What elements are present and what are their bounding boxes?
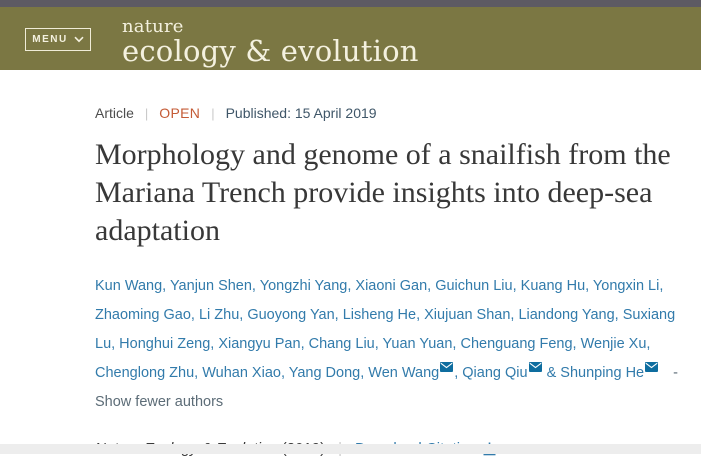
open-access-badge: OPEN: [159, 105, 201, 121]
meta-separator: |: [144, 105, 149, 121]
email-icon[interactable]: [645, 354, 659, 383]
author-link-qiang-qiu[interactable]: , Qiang Qiu: [454, 365, 528, 381]
published-date: Published: 15 April 2019: [225, 105, 377, 121]
menu-button[interactable]: MENU: [25, 28, 91, 51]
show-fewer-authors-link[interactable]: - Show fewer authors: [95, 365, 678, 410]
journal-logo[interactable]: nature ecology & evolution: [122, 18, 419, 66]
author-link-shunping-he[interactable]: & Shunping He: [542, 365, 645, 381]
email-icon[interactable]: [440, 354, 454, 383]
meta-separator: |: [211, 105, 215, 121]
article-type-label: Article: [95, 105, 134, 121]
journal-logo-title: ecology & evolution: [122, 34, 419, 68]
journal-logo-nature: nature: [122, 16, 184, 37]
browser-top-strip: [0, 0, 701, 7]
article-title: Morphology and genome of a snailfish fro…: [95, 138, 671, 247]
page-bottom-strip: [0, 444, 701, 454]
email-icon[interactable]: [528, 354, 542, 383]
site-header: MENU nature ecology & evolution: [0, 7, 701, 70]
author-list: Kun Wang, Yanjun Shen, Yongzhi Yang, Xia…: [95, 272, 691, 417]
article-header-section: Article | OPEN | Published: 15 April 201…: [0, 70, 701, 457]
menu-button-label: MENU: [32, 34, 68, 45]
chevron-down-icon: [74, 36, 84, 43]
author-links-group[interactable]: Kun Wang, Yanjun Shen, Yongzhi Yang, Xia…: [95, 278, 676, 381]
article-meta-row: Article | OPEN | Published: 15 April 201…: [95, 105, 691, 121]
